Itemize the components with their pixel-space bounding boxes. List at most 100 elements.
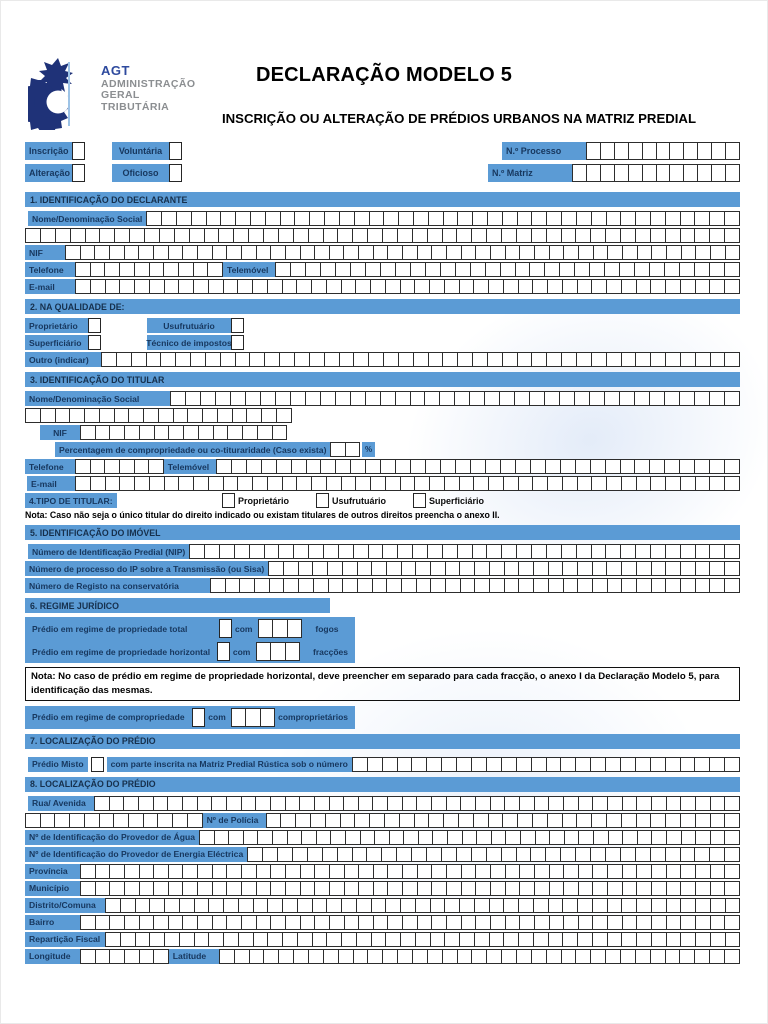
grid-cell[interactable] — [432, 795, 447, 811]
grid-cell[interactable] — [642, 164, 657, 182]
grid-cell[interactable] — [135, 279, 150, 294]
grid-cell[interactable] — [153, 245, 169, 260]
grid-cell[interactable] — [562, 476, 578, 491]
grid-cell[interactable] — [173, 408, 189, 423]
grid-cell[interactable] — [75, 476, 91, 491]
grid-cell[interactable] — [322, 846, 338, 862]
grid-cell[interactable] — [328, 561, 343, 576]
grid-cell[interactable] — [371, 931, 387, 947]
grid-cell[interactable] — [200, 391, 216, 406]
grid-cell[interactable] — [386, 561, 402, 576]
grid-cell[interactable] — [608, 914, 623, 930]
grid-cell[interactable] — [197, 245, 213, 260]
grid-cell[interactable] — [387, 578, 402, 593]
grid-cell[interactable] — [548, 279, 563, 294]
grid-cell[interactable] — [134, 262, 150, 277]
grid-cell[interactable] — [650, 544, 666, 559]
grid-cell[interactable] — [320, 262, 336, 277]
grid-cell[interactable] — [403, 863, 418, 879]
grid-cell[interactable] — [586, 142, 601, 160]
grid-cell[interactable] — [562, 812, 578, 828]
grid-cell[interactable] — [533, 561, 549, 576]
grid-cell[interactable] — [174, 228, 190, 243]
grid-cell[interactable] — [285, 863, 301, 879]
grid-cell[interactable] — [622, 245, 638, 260]
grid-cell[interactable] — [578, 561, 593, 576]
checkbox[interactable] — [88, 318, 101, 333]
grid-cell[interactable] — [55, 408, 71, 423]
grid-cell[interactable] — [502, 948, 517, 964]
grid-cell[interactable] — [75, 279, 91, 294]
grid-cell[interactable] — [440, 391, 456, 406]
grid-cell[interactable] — [250, 352, 266, 367]
grid-cell[interactable] — [666, 352, 681, 367]
grid-cell[interactable] — [519, 578, 535, 593]
grid-cell[interactable] — [417, 245, 433, 260]
grid-cell[interactable] — [650, 228, 666, 243]
grid-cell[interactable] — [410, 391, 426, 406]
grid-cell[interactable] — [607, 578, 623, 593]
grid-cell[interactable] — [417, 863, 433, 879]
grid-cell[interactable] — [607, 931, 623, 947]
grid-cell[interactable] — [329, 863, 345, 879]
grid-cell[interactable] — [271, 880, 286, 896]
grid-cell[interactable] — [575, 459, 591, 474]
grid-cell[interactable] — [502, 544, 518, 559]
grid-cell[interactable] — [297, 897, 313, 913]
grid-cell[interactable] — [578, 914, 594, 930]
grid-cell[interactable] — [606, 352, 622, 367]
grid-cell[interactable] — [593, 795, 608, 811]
grid-cell[interactable] — [680, 279, 696, 294]
grid-cell[interactable] — [460, 897, 475, 913]
grid-cell[interactable] — [578, 897, 593, 913]
grid-cell[interactable] — [75, 262, 91, 277]
grid-cell[interactable] — [294, 948, 309, 964]
grid-cell[interactable] — [404, 829, 419, 845]
grid-cell[interactable] — [230, 707, 247, 727]
grid-cell[interactable] — [474, 897, 490, 913]
grid-cell[interactable] — [95, 425, 111, 440]
grid-cell[interactable] — [283, 931, 298, 947]
grid-cell[interactable] — [209, 897, 224, 913]
grid-cell[interactable] — [443, 352, 459, 367]
grid-cell[interactable] — [176, 211, 192, 226]
grid-cell[interactable] — [283, 897, 298, 913]
grid-cell[interactable] — [124, 948, 140, 964]
grid-cell[interactable] — [109, 795, 125, 811]
grid-cell[interactable] — [329, 880, 345, 896]
grid-cell[interactable] — [476, 795, 491, 811]
grid-cell[interactable] — [401, 931, 416, 947]
grid-cell[interactable] — [168, 795, 183, 811]
grid-cell[interactable] — [614, 142, 629, 160]
grid-cell[interactable] — [395, 391, 411, 406]
grid-cell[interactable] — [695, 476, 711, 491]
grid-cell[interactable] — [356, 279, 371, 294]
grid-cell[interactable] — [710, 228, 726, 243]
grid-cell[interactable] — [485, 459, 501, 474]
grid-cell[interactable] — [637, 914, 652, 930]
grid-cell[interactable] — [505, 795, 521, 811]
grid-cell[interactable] — [242, 914, 257, 930]
grid-cell[interactable] — [695, 459, 711, 474]
grid-cell[interactable] — [352, 846, 368, 862]
grid-cell[interactable] — [165, 931, 180, 947]
grid-cell[interactable] — [341, 279, 357, 294]
grid-cell[interactable] — [313, 578, 329, 593]
grid-cell[interactable] — [417, 880, 433, 896]
grid-cell[interactable] — [664, 391, 680, 406]
grid-cell[interactable] — [343, 578, 358, 593]
grid-cell[interactable] — [577, 352, 592, 367]
grid-cell[interactable] — [455, 391, 471, 406]
grid-cell[interactable] — [285, 795, 301, 811]
grid-cell[interactable] — [428, 211, 444, 226]
grid-cell[interactable] — [651, 931, 667, 947]
grid-cell[interactable] — [679, 391, 695, 406]
grid-cell[interactable] — [315, 863, 330, 879]
grid-cell[interactable] — [212, 880, 228, 896]
grid-cell[interactable] — [229, 829, 244, 845]
grid-cell[interactable] — [120, 279, 135, 294]
grid-cell[interactable] — [309, 544, 325, 559]
grid-cell[interactable] — [425, 391, 441, 406]
grid-cell[interactable] — [287, 829, 303, 845]
grid-cell[interactable] — [622, 914, 638, 930]
